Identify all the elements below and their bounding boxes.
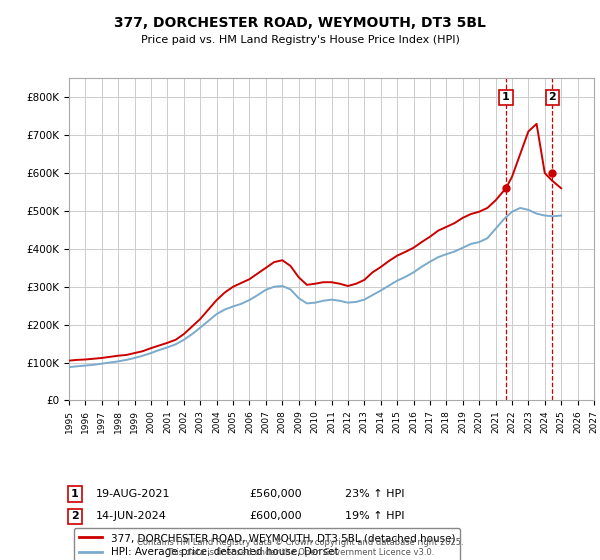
- Text: Price paid vs. HM Land Registry's House Price Index (HPI): Price paid vs. HM Land Registry's House …: [140, 35, 460, 45]
- Text: 23% ↑ HPI: 23% ↑ HPI: [345, 489, 404, 499]
- Text: 1: 1: [502, 92, 510, 102]
- Text: 19-AUG-2021: 19-AUG-2021: [96, 489, 170, 499]
- Text: £600,000: £600,000: [249, 511, 302, 521]
- Legend: 377, DORCHESTER ROAD, WEYMOUTH, DT3 5BL (detached house), HPI: Average price, de: 377, DORCHESTER ROAD, WEYMOUTH, DT3 5BL …: [74, 528, 460, 560]
- Text: 377, DORCHESTER ROAD, WEYMOUTH, DT3 5BL: 377, DORCHESTER ROAD, WEYMOUTH, DT3 5BL: [114, 16, 486, 30]
- Text: 2: 2: [71, 511, 79, 521]
- Text: 14-JUN-2024: 14-JUN-2024: [96, 511, 167, 521]
- Text: 2: 2: [548, 92, 556, 102]
- Text: 19% ↑ HPI: 19% ↑ HPI: [345, 511, 404, 521]
- Text: Contains HM Land Registry data © Crown copyright and database right 2025.
This d: Contains HM Land Registry data © Crown c…: [137, 538, 463, 557]
- Text: 1: 1: [71, 489, 79, 499]
- Text: £560,000: £560,000: [249, 489, 302, 499]
